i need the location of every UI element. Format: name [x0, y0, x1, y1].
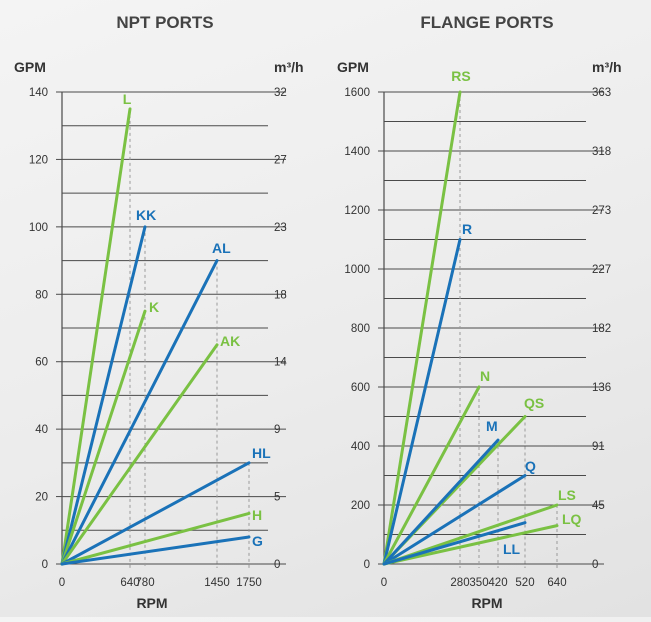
x-tick-label: 1450: [204, 577, 230, 589]
series-label-ll: LL: [503, 541, 521, 557]
series-line-kk: [60, 225, 147, 566]
x-tick-label: 780: [135, 577, 154, 589]
series-line-hl: [60, 461, 251, 566]
series-line-l: [60, 107, 132, 566]
series-line-g: [60, 535, 251, 566]
series-label-kk: KK: [136, 207, 156, 223]
chart-title: FLANGE PORTS: [420, 13, 553, 32]
y2-tick-label: 318: [592, 146, 611, 158]
series-label-h: H: [252, 507, 262, 523]
series-line-h: [60, 511, 251, 566]
y2-tick-label: 273: [592, 205, 611, 217]
y2-tick-label: 45: [592, 500, 605, 512]
x-tick-label: 1750: [236, 577, 262, 589]
y2-axis-unit-m3h: m³/h: [274, 59, 304, 75]
y2-tick-label: 0: [592, 559, 598, 571]
y-tick-label: 120: [29, 154, 48, 166]
y2-tick-label: 182: [592, 323, 611, 335]
series-line-ak: [60, 343, 219, 566]
y2-tick-label: 136: [592, 382, 611, 394]
series-label-n: N: [480, 368, 490, 384]
x-tick-label: 640: [547, 577, 566, 589]
series-label-hl: HL: [252, 445, 271, 461]
series-label-qs: QS: [524, 395, 544, 411]
x-tick-label: 420: [488, 577, 507, 589]
series-line-rs: [382, 90, 462, 566]
series-line-ll: [382, 521, 527, 566]
series-label-k: K: [149, 299, 159, 315]
series-label-ls: LS: [558, 487, 576, 503]
y-tick-label: 600: [351, 382, 370, 394]
y-axis-unit-gpm: GPM: [14, 59, 46, 75]
series-label-m: M: [486, 418, 498, 434]
y-tick-label: 40: [35, 424, 48, 436]
series-line-r: [382, 238, 462, 566]
y2-tick-label: 0: [274, 559, 280, 571]
x-axis-title: RPM: [471, 595, 502, 611]
y-tick-label: 1200: [344, 205, 370, 217]
x-tick-label: 0: [381, 577, 387, 589]
y-tick-label: 60: [35, 357, 48, 369]
series-line-lq: [382, 524, 559, 566]
series-line-k: [60, 309, 147, 566]
series-line-m: [382, 438, 500, 566]
y2-tick-label: 14: [274, 357, 287, 369]
y-tick-label: 1000: [344, 264, 370, 276]
series-line-q: [382, 474, 527, 566]
y-axis-unit-gpm: GPM: [337, 59, 369, 75]
y2-tick-label: 18: [274, 289, 287, 301]
x-tick-label: 520: [515, 577, 534, 589]
y2-tick-label: 9: [274, 424, 280, 436]
y-tick-label: 80: [35, 289, 48, 301]
series-label-r: R: [462, 221, 472, 237]
y-tick-label: 1400: [344, 146, 370, 158]
series-line-n: [382, 385, 481, 566]
series-label-al: AL: [212, 240, 231, 256]
y-tick-label: 400: [351, 441, 370, 453]
series-label-l: L: [123, 91, 132, 107]
y2-tick-label: 23: [274, 222, 287, 234]
y-tick-label: 0: [42, 559, 48, 571]
series-label-g: G: [252, 533, 263, 549]
y2-tick-label: 5: [274, 492, 280, 504]
y-tick-label: 100: [29, 222, 48, 234]
y2-tick-label: 363: [592, 87, 611, 99]
y-tick-label: 20: [35, 492, 48, 504]
x-tick-label: 0: [59, 577, 65, 589]
series-label-rs: RS: [451, 68, 470, 84]
y2-tick-label: 227: [592, 264, 611, 276]
y-tick-label: 800: [351, 323, 370, 335]
x-tick-label: 280: [450, 577, 469, 589]
chart-title: NPT PORTS: [116, 13, 213, 32]
y2-tick-label: 27: [274, 154, 287, 166]
y2-tick-label: 32: [274, 87, 287, 99]
y2-tick-label: 91: [592, 441, 605, 453]
x-axis-title: RPM: [136, 595, 167, 611]
series-line-al: [60, 259, 219, 566]
series-label-lq: LQ: [562, 511, 582, 527]
y2-axis-unit-m3h: m³/h: [592, 59, 622, 75]
x-tick-label: 350: [469, 577, 488, 589]
series-label-q: Q: [525, 458, 536, 474]
y-tick-label: 0: [364, 559, 370, 571]
x-tick-label: 640: [120, 577, 139, 589]
series-label-ak: AK: [220, 333, 240, 349]
y-tick-label: 1600: [344, 87, 370, 99]
y-tick-label: 200: [351, 500, 370, 512]
y-tick-label: 140: [29, 87, 48, 99]
